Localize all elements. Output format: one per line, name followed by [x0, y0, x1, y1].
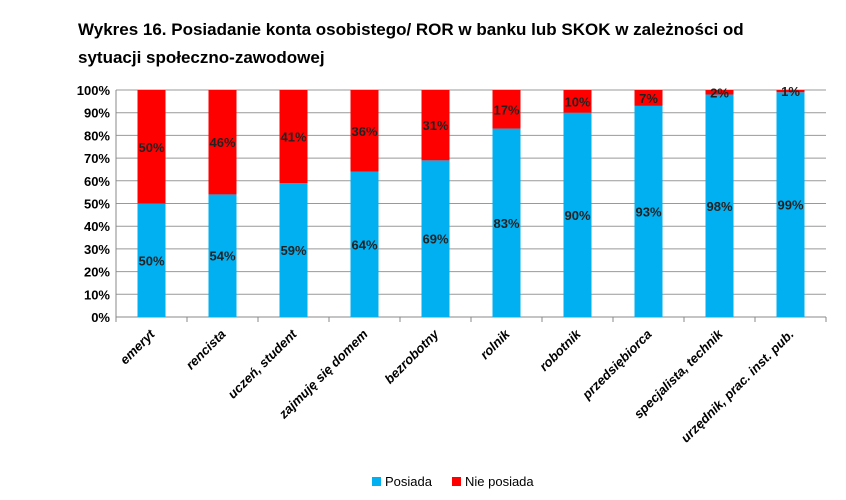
data-label: 69% [422, 232, 448, 247]
x-category-label: urzędnik, prac. inst. pub. [678, 327, 797, 446]
data-label: 46% [209, 135, 235, 150]
bar-posiada [421, 160, 450, 317]
y-tick-label: 10% [84, 287, 110, 302]
bar-posiada [634, 105, 663, 317]
bar-nie-posiada [705, 90, 734, 95]
data-label: 64% [351, 237, 377, 252]
data-label: 93% [635, 204, 661, 219]
y-tick-label: 30% [84, 242, 110, 257]
chart-title: Wykres 16. Posiadanie konta osobistego/ … [78, 20, 744, 67]
y-tick-label: 80% [84, 128, 110, 143]
x-category-label: rolnik [477, 326, 513, 362]
data-label: 36% [351, 124, 377, 139]
data-label: 99% [777, 198, 803, 213]
bar-posiada [208, 194, 237, 317]
bar-nie-posiada [776, 90, 805, 93]
x-category-label: uczeń, student [225, 326, 300, 401]
data-label: 17% [493, 102, 519, 117]
data-label: 50% [138, 140, 164, 155]
x-category-label: bezrobotny [381, 326, 442, 387]
x-category-label: robotnik [536, 326, 584, 374]
bar-nie-posiada [279, 90, 308, 184]
y-tick-label: 60% [84, 174, 110, 189]
y-tick-label: 50% [84, 197, 110, 212]
y-tick-label: 90% [84, 106, 110, 121]
bar-posiada [137, 203, 166, 317]
data-label: 98% [706, 199, 732, 214]
bar-posiada [776, 92, 805, 318]
bar-posiada [492, 128, 521, 317]
data-label: 54% [209, 249, 235, 264]
bar-nie-posiada [492, 90, 521, 129]
data-label: 90% [564, 208, 590, 223]
legend-label: Posiada [385, 474, 433, 489]
data-label: 2% [710, 85, 729, 100]
bar-posiada [705, 94, 734, 317]
bar-nie-posiada [563, 90, 592, 113]
x-category-label: przedsiębiorca [578, 327, 654, 403]
data-label: 59% [280, 243, 306, 258]
y-tick-label: 70% [84, 151, 110, 166]
bar-nie-posiada [421, 90, 450, 161]
bar-nie-posiada [208, 90, 237, 195]
bar-posiada [279, 183, 308, 317]
legend-swatch-posiada [372, 477, 381, 486]
data-label: 10% [564, 94, 590, 109]
y-tick-label: 0% [91, 310, 110, 325]
data-label: 41% [280, 130, 306, 145]
y-tick-label: 40% [84, 219, 110, 234]
y-tick-label: 20% [84, 265, 110, 280]
data-label: 50% [138, 253, 164, 268]
bar-posiada [350, 171, 379, 317]
x-category-label: emeryt [117, 326, 158, 367]
x-category-label: rencista [183, 327, 229, 373]
data-label: 7% [639, 91, 658, 106]
bar-nie-posiada [350, 90, 379, 172]
legend-label: Nie posiada [465, 474, 534, 489]
data-label: 1% [781, 84, 800, 99]
bar-posiada [563, 112, 592, 317]
legend-swatch-nie-posiada [451, 477, 461, 486]
bar-nie-posiada [137, 90, 166, 204]
y-tick-label: 100% [77, 83, 111, 98]
bar-nie-posiada [634, 90, 663, 106]
data-label: 31% [422, 118, 448, 133]
data-label: 83% [493, 216, 519, 231]
